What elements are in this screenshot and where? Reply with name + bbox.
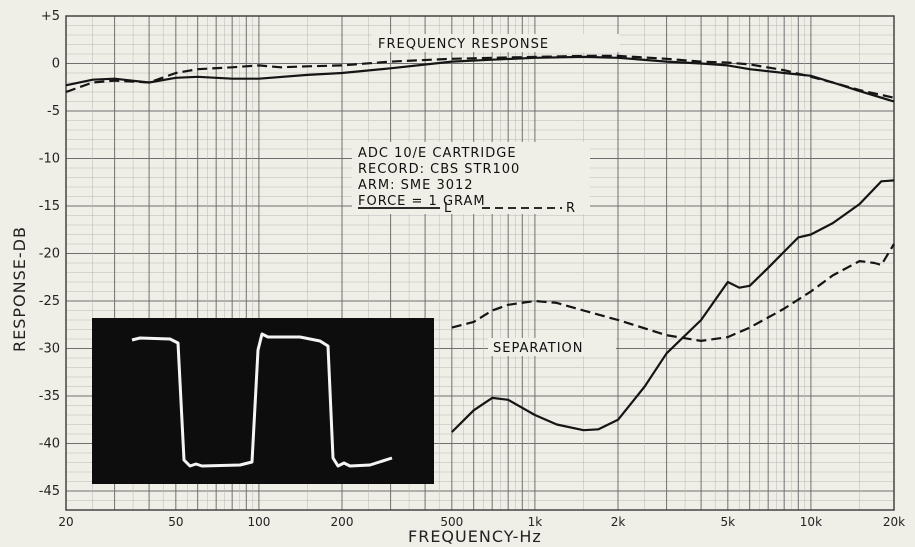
legend-r-label: R — [566, 201, 576, 216]
info-cartridge: ADC 10/E CARTRIDGE — [358, 146, 517, 161]
y-tick-label: -5 — [47, 104, 60, 119]
x-tick-label: 2k — [611, 515, 626, 529]
x-tick-label: 10k — [800, 515, 822, 529]
x-tick-label: 5k — [721, 515, 736, 529]
y-tick-label: -15 — [39, 199, 60, 214]
separation-label: SEPARATION — [493, 341, 584, 356]
series-line-r-frequency-response — [65, 54, 895, 99]
y-tick-label: -40 — [39, 437, 60, 452]
y-axis-title: RESPONSE-DB — [10, 226, 29, 352]
y-tick-label: -35 — [39, 389, 60, 404]
x-tick-label: 20 — [58, 515, 73, 529]
x-tick-label: 20k — [883, 515, 905, 529]
x-tick-label: 100 — [247, 515, 270, 529]
photo-background — [92, 318, 434, 484]
plot-frame — [65, 15, 895, 511]
frequency-response-label-group: FREQUENCY RESPONSE — [372, 34, 620, 52]
y-tick-label: -25 — [39, 294, 60, 309]
separation-label-bg — [488, 338, 616, 356]
y-tick-label: -30 — [39, 342, 60, 357]
series-layer — [65, 54, 895, 433]
frequency-response-label: FREQUENCY RESPONSE — [378, 37, 549, 52]
y-tick-label: -10 — [39, 152, 60, 167]
info-record: RECORD: CBS STR100 — [358, 162, 520, 177]
separation-label-group: SEPARATION — [488, 338, 616, 356]
y-tick-label: -45 — [39, 484, 60, 499]
x-tick-label: 50 — [168, 515, 183, 529]
y-tick-label: 0 — [52, 57, 60, 72]
info-box: ADC 10/E CARTRIDGE RECORD: CBS STR100 AR… — [352, 142, 590, 216]
x-tick-label: 200 — [331, 515, 354, 529]
series-line-l-frequency-response — [65, 55, 895, 103]
x-tick-label: 500 — [440, 515, 463, 529]
x-axis-title: FREQUENCY-Hz — [408, 527, 542, 546]
square-wave-trace — [131, 332, 393, 468]
y-tick-label: -20 — [39, 247, 60, 262]
info-box-bg — [352, 142, 590, 214]
info-arm: ARM: SME 3012 — [358, 178, 474, 193]
series-line-r-separation — [451, 243, 895, 342]
tick-labels: +5 0 -5 -10 -15 -20 -25 -30 -35 -40 -45 20 50 100 200 5… — [39, 9, 905, 529]
y-tick-label: +5 — [41, 9, 60, 24]
info-force: FORCE = 1 GRAM — [358, 194, 486, 209]
legend-l-label: L — [444, 201, 452, 216]
series-line-l-separation — [451, 179, 895, 433]
square-wave-photo — [92, 318, 434, 484]
x-tick-label: 1k — [528, 515, 543, 529]
frequency-response-label-bg — [372, 34, 620, 52]
